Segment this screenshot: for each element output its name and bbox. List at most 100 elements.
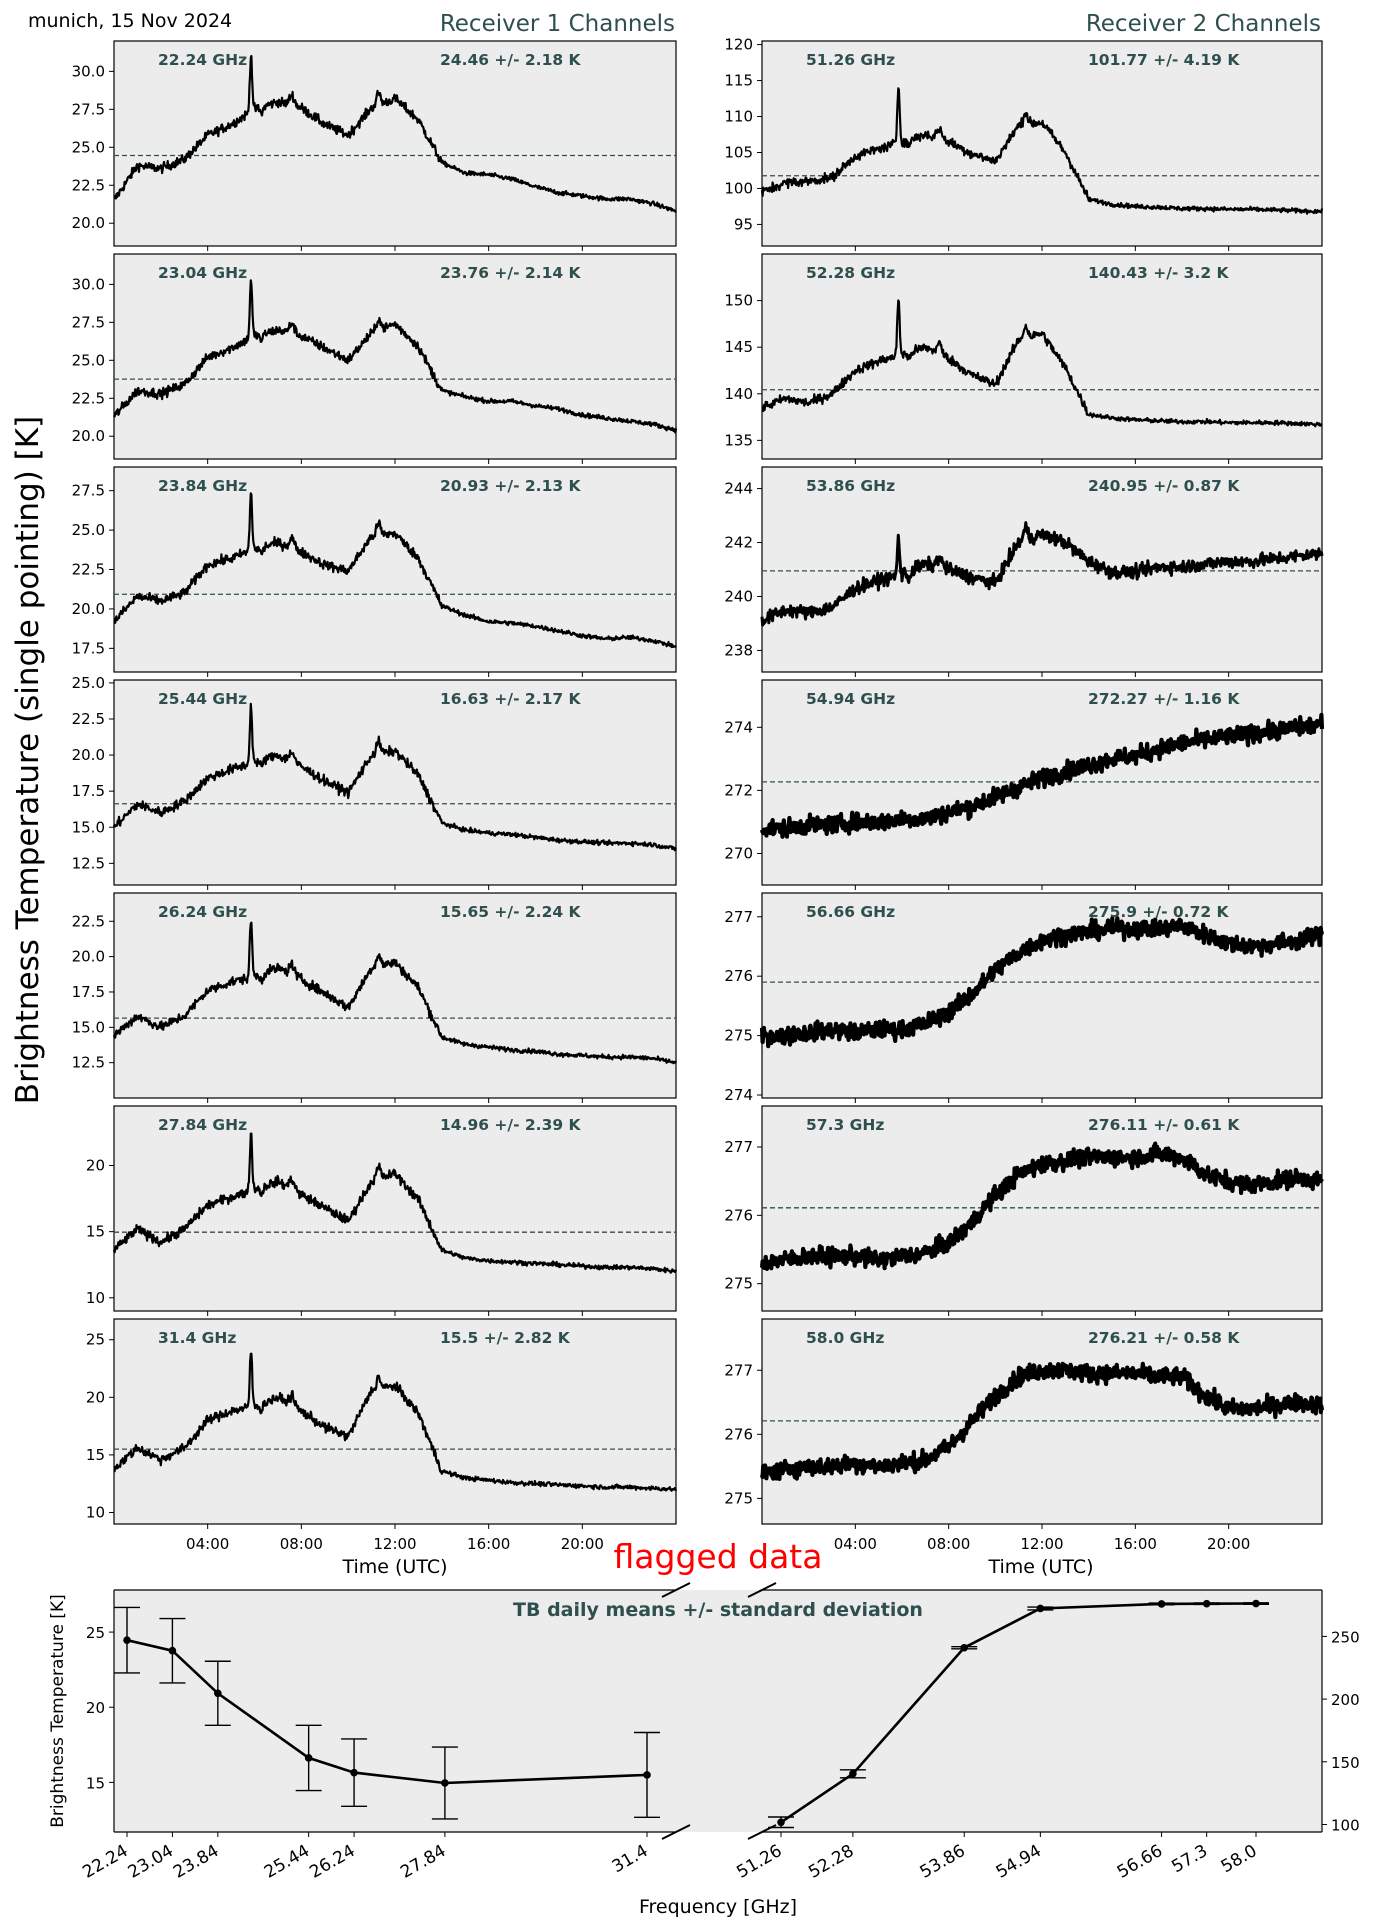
y-tick-label: 275	[724, 1275, 753, 1293]
y-tick-label: 17.5	[72, 782, 105, 800]
y-tick-label: 25.0	[72, 674, 105, 692]
data-trace	[761, 299, 1323, 428]
panel-background	[113, 466, 677, 673]
left-y-tick-label: 20	[86, 1699, 105, 1717]
receiver2-mean-point	[1036, 1604, 1045, 1613]
data-trace	[112, 921, 678, 1065]
x-axis-label-left: Time (UTC)	[341, 1556, 447, 1578]
x-axis-label-right: Time (UTC)	[987, 1556, 1093, 1578]
channel-frequency-label: 26.24 GHz	[158, 903, 247, 921]
y-tick-label: 105	[724, 143, 753, 161]
x-tick-label: 08:00	[927, 1535, 970, 1553]
right-y-tick-label: 100	[1331, 1816, 1360, 1834]
y-tick-label: 12.5	[72, 1054, 105, 1072]
receiver2-mean-x-tick-label: 57.3	[1168, 1841, 1211, 1877]
x-tick-label: 20:00	[561, 1535, 604, 1553]
channel-frequency-label: 23.04 GHz	[158, 264, 247, 282]
data-trace	[112, 702, 678, 852]
y-tick-label: 22.5	[72, 912, 105, 930]
channel-stats-label: 16.63 +/- 2.17 K	[440, 690, 582, 708]
receiver2-title: Receiver 2 Channels	[1086, 11, 1321, 37]
y-tick-label: 22.5	[72, 561, 105, 579]
panels-group: 20.0 22.5 25.0 27.5 30.0 22.24 GHz 24.46 +/- 2…	[72, 36, 1325, 1553]
y-tick-label: 15	[86, 1446, 105, 1464]
panel-receiver2-ch5: 274 275 276 277 56.66 GHz 275.9 +/- 0.72 K	[724, 892, 1325, 1104]
panel-receiver2-ch2: 135 140 145 150 52.28 GHz 140.43 +/- 3.2 K	[724, 253, 1323, 464]
x-tick-label: 12:00	[373, 1535, 416, 1553]
left-y-tick-label: 15	[86, 1774, 105, 1792]
data-trace	[759, 916, 1325, 1049]
x-tick-label: 16:00	[1114, 1535, 1157, 1553]
panel-background	[761, 253, 1323, 460]
panel-receiver1-ch4: 12.5 15.0 17.5 20.0 22.5 25.0 25.44 GHz 16.63 +…	[72, 674, 678, 890]
panel-background	[113, 1318, 677, 1525]
channel-stats-label: 24.46 +/- 2.18 K	[440, 51, 582, 69]
data-trace	[760, 87, 1324, 215]
receiver1-mean-point	[214, 1689, 222, 1698]
y-tick-label: 20	[86, 1157, 105, 1175]
channel-frequency-label: 51.26 GHz	[806, 51, 895, 69]
receiver2-mean-point	[849, 1769, 857, 1778]
receiver1-mean-point	[304, 1754, 313, 1762]
x-tick-label: 12:00	[1020, 1535, 1063, 1553]
x-tick-label: 16:00	[467, 1535, 510, 1553]
y-tick-label: 20.0	[72, 427, 105, 445]
receiver1-mean-point	[350, 1768, 358, 1777]
y-tick-label: 25.0	[72, 138, 105, 156]
frequency-axis-label: Frequency [GHz]	[639, 1896, 797, 1918]
channel-frequency-label: 53.86 GHz	[806, 477, 895, 495]
y-tick-label: 17.5	[72, 983, 105, 1001]
y-tick-label: 22.5	[72, 710, 105, 728]
y-tick-label: 27.5	[72, 313, 105, 331]
y-tick-label: 110	[724, 108, 753, 126]
flagged-data-label: flagged data	[614, 1537, 823, 1576]
channel-stats-label: 14.96 +/- 2.39 K	[440, 1116, 582, 1134]
panel-receiver1-ch5: 12.5 15.0 17.5 20.0 22.5 26.24 GHz 15.65 +/- 2…	[72, 892, 678, 1103]
panel-receiver1-ch1: 20.0 22.5 25.0 27.5 30.0 22.24 GHz 24.46 +/- 2…	[72, 40, 677, 251]
y-tick-label: 20.0	[72, 600, 105, 618]
y-tick-label: 150	[724, 292, 753, 310]
x-tick-label: 04:00	[186, 1535, 229, 1553]
channel-frequency-label: 31.4 GHz	[158, 1329, 236, 1347]
panel-receiver2-ch7: 275 276 277 04:00 08:00 12:00 16:00 20:00 58.0 G…	[724, 1318, 1325, 1553]
panel-receiver1-ch6: 10 15 20 27.84 GHz 14.96 +/- 2.39 K	[86, 1105, 678, 1316]
y-tick-label: 95	[734, 215, 753, 233]
y-tick-label: 25.0	[72, 521, 105, 539]
y-tick-label: 277	[724, 1361, 753, 1379]
receiver1-mean-x-tick-label: 22.24	[79, 1841, 131, 1883]
channel-frequency-label: 52.28 GHz	[806, 264, 895, 282]
receiver2-mean-x-tick-label: 58.0	[1218, 1841, 1261, 1877]
y-tick-label: 140	[724, 385, 753, 403]
channel-stats-label: 272.27 +/- 1.16 K	[1088, 690, 1240, 708]
data-trace	[760, 521, 1324, 627]
receiver1-mean-x-tick-label: 23.84	[170, 1841, 222, 1883]
data-trace	[759, 712, 1325, 839]
panel-background	[113, 253, 677, 460]
data-trace	[113, 1352, 678, 1492]
panel-background	[113, 892, 677, 1099]
daily-means-y-axis-label: Brightness Temperature [K]	[48, 1594, 68, 1827]
panel-background	[113, 1105, 677, 1312]
channel-stats-label: 20.93 +/- 2.13 K	[440, 477, 582, 495]
data-trace	[113, 279, 678, 434]
y-tick-label: 145	[724, 338, 753, 356]
right-y-tick-label: 150	[1331, 1754, 1360, 1772]
data-trace	[759, 1361, 1325, 1482]
receiver1-mean-point	[643, 1771, 651, 1779]
y-tick-label: 276	[724, 967, 753, 985]
channel-stats-label: 15.65 +/- 2.24 K	[440, 903, 582, 921]
right-y-tick-label: 200	[1331, 1691, 1360, 1709]
panel-receiver2-ch6: 275 276 277 57.3 GHz 276.11 +/- 0.61 K	[724, 1105, 1324, 1316]
receiver2-mean-x-tick-label: 53.86	[917, 1841, 969, 1883]
panel-receiver2-ch3: 238 240 242 244 53.86 GHz 240.95 +/- 0.87 K	[724, 466, 1324, 677]
y-tick-label: 277	[724, 1138, 753, 1156]
y-tick-label: 276	[724, 1206, 753, 1224]
y-tick-label: 115	[724, 72, 753, 90]
receiver2-mean-point	[1252, 1599, 1260, 1608]
y-tick-label: 12.5	[72, 854, 105, 872]
x-tick-label: 08:00	[280, 1535, 323, 1553]
y-tick-label: 274	[724, 718, 753, 736]
receiver2-mean-x-tick-label: 52.28	[805, 1841, 857, 1883]
receiver2-mean-point	[960, 1643, 969, 1652]
